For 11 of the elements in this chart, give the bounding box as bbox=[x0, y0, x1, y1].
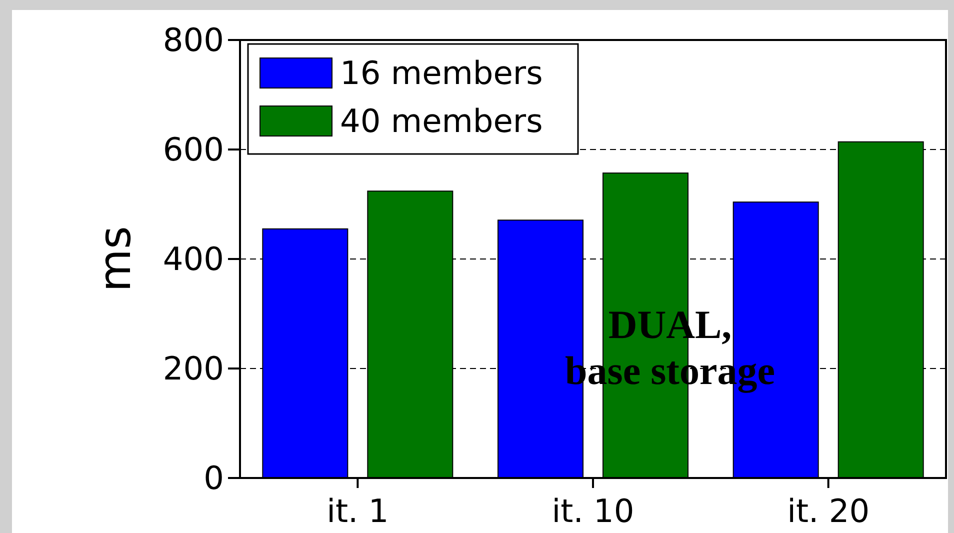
y-tick-label: 0 bbox=[204, 459, 224, 498]
x-tick-label: it. 20 bbox=[787, 492, 870, 530]
y-tick-label: 600 bbox=[162, 130, 224, 169]
y-axis-title: ms bbox=[90, 226, 141, 292]
x-tick-label: it. 1 bbox=[326, 492, 389, 530]
y-tick-label: 200 bbox=[162, 350, 224, 388]
legend-label: 40 members bbox=[340, 102, 543, 140]
legend-label: 16 members bbox=[340, 54, 543, 92]
y-tick-label: 800 bbox=[162, 21, 224, 60]
y-tick-label: 400 bbox=[162, 240, 224, 278]
x-tick-label: it. 10 bbox=[552, 492, 634, 530]
